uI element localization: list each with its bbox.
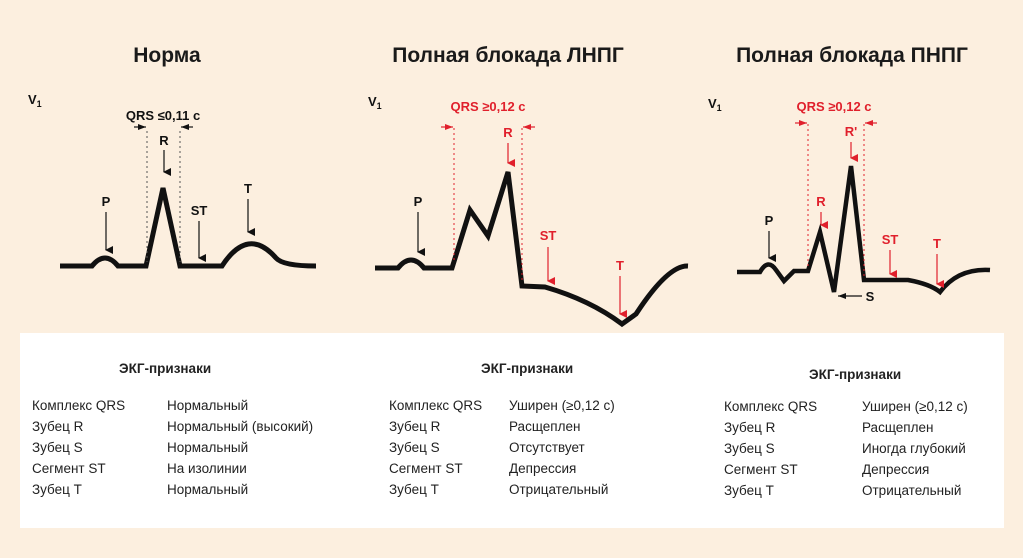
p-wave-label-lbbb: P	[414, 194, 423, 209]
qrs-label-rbbb: QRS ≥0,12 с	[796, 99, 871, 114]
ecg-trace-rbbb	[737, 165, 991, 296]
signs-lbbb: ЭКГ-признаки Комплекс QRS Уширен (≥0,12 с…	[389, 361, 615, 497]
lead-label-lbbb: V1	[368, 94, 382, 111]
panel-rbbb: V1 QRS ≥0,12 с R' R P ST T S	[708, 96, 991, 304]
r-prime-wave-label-rbbb: R'	[845, 124, 857, 139]
panel-normal: V1 QRS ≤0,11 с R P ST T	[28, 92, 317, 269]
qrs-label-lbbb: QRS ≥0,12 с	[450, 99, 525, 114]
signs-title-normal: ЭКГ-признаки	[119, 361, 212, 376]
st-label-lbbb: ST	[540, 228, 557, 243]
ecg-trace-normal	[60, 187, 317, 269]
st-label-rbbb: ST	[882, 232, 899, 247]
s-wave-label-rbbb: S	[866, 289, 875, 304]
qrs-label-normal: QRS ≤0,11 с	[126, 108, 200, 123]
signs-title-rbbb: ЭКГ-признаки	[809, 367, 902, 382]
r-wave-label-rbbb: R	[816, 194, 826, 209]
ecg-diagram: V1 QRS ≤0,11 с R P ST T V1 QRS ≥0,12 с R…	[28, 92, 991, 328]
panel-title-lbbb: Полная блокада ЛНПГ	[392, 44, 624, 67]
panel-title-rbbb: Полная блокада ПНПГ	[736, 44, 968, 67]
lead-label-rbbb: V1	[708, 96, 722, 113]
lead-label-normal: V1	[28, 92, 42, 109]
ecg-trace-lbbb	[375, 171, 689, 328]
st-label-normal: ST	[191, 203, 208, 218]
ecg-signs-box: ЭКГ-признаки Комплекс QRS Нормальный Зубе…	[20, 333, 1004, 528]
signs-rbbb: ЭКГ-признаки Комплекс QRS Уширен (≥0,12 с…	[724, 367, 968, 498]
t-wave-label-lbbb: T	[616, 258, 624, 273]
signs-normal: ЭКГ-признаки Комплекс QRS Нормальный Зубе…	[32, 361, 314, 497]
t-wave-label-normal: T	[244, 181, 252, 196]
r-wave-label-lbbb: R	[503, 125, 513, 140]
t-wave-label-rbbb: T	[933, 236, 941, 251]
panel-title-normal: Норма	[133, 44, 201, 67]
r-wave-label-normal: R	[159, 133, 169, 148]
p-wave-label-rbbb: P	[765, 213, 774, 228]
signs-title-lbbb: ЭКГ-признаки	[481, 361, 574, 376]
p-wave-label-normal: P	[102, 194, 111, 209]
panel-lbbb: V1 QRS ≥0,12 с R P ST T	[368, 94, 689, 328]
